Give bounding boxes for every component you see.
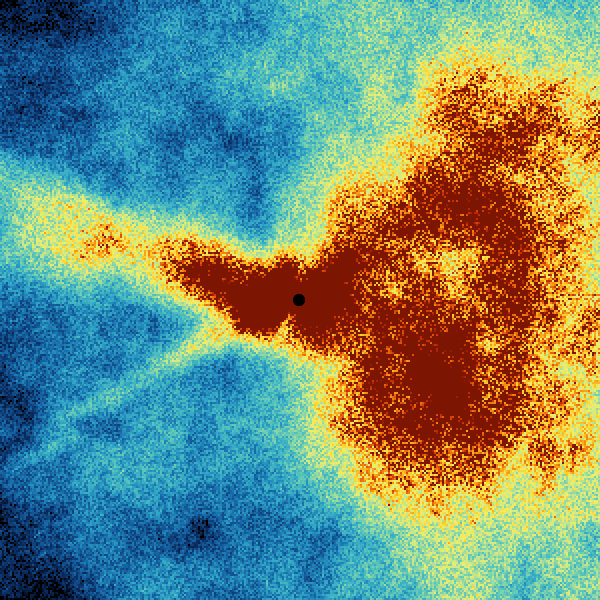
image-viewer[interactable]: False-color astronomical intensity map S… [0,0,600,600]
false-color-intensity-map [0,0,600,600]
